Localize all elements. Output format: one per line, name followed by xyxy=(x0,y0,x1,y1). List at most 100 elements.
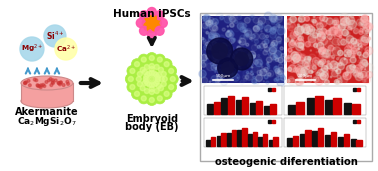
Circle shape xyxy=(141,71,152,82)
Circle shape xyxy=(229,38,235,43)
Circle shape xyxy=(349,41,356,48)
Circle shape xyxy=(237,77,238,78)
Circle shape xyxy=(207,38,233,64)
Circle shape xyxy=(214,63,217,65)
Circle shape xyxy=(266,81,269,84)
Circle shape xyxy=(202,17,203,19)
Circle shape xyxy=(202,27,208,32)
Circle shape xyxy=(364,16,368,20)
Circle shape xyxy=(253,26,258,31)
Circle shape xyxy=(209,17,214,23)
Circle shape xyxy=(296,34,301,38)
Circle shape xyxy=(144,64,149,69)
Circle shape xyxy=(345,55,347,56)
Circle shape xyxy=(301,66,306,70)
Circle shape xyxy=(279,41,281,44)
Circle shape xyxy=(230,15,237,22)
Circle shape xyxy=(149,70,154,76)
Circle shape xyxy=(144,68,155,79)
Circle shape xyxy=(153,72,158,77)
Circle shape xyxy=(316,51,318,53)
Circle shape xyxy=(204,45,208,50)
Bar xyxy=(344,103,351,114)
Circle shape xyxy=(229,30,232,34)
Circle shape xyxy=(279,58,286,65)
Circle shape xyxy=(164,91,169,96)
Circle shape xyxy=(298,18,302,22)
Circle shape xyxy=(251,45,257,51)
Circle shape xyxy=(215,60,222,67)
Bar xyxy=(344,134,349,146)
Circle shape xyxy=(347,26,350,28)
Circle shape xyxy=(149,63,154,69)
Circle shape xyxy=(164,62,169,67)
Circle shape xyxy=(220,37,221,38)
Circle shape xyxy=(153,81,158,86)
Circle shape xyxy=(255,59,263,67)
Circle shape xyxy=(157,57,162,62)
Circle shape xyxy=(350,71,352,73)
Circle shape xyxy=(271,42,275,46)
Circle shape xyxy=(335,64,336,65)
Text: 500μm: 500μm xyxy=(216,74,231,78)
Circle shape xyxy=(289,41,295,48)
Circle shape xyxy=(322,36,325,39)
Circle shape xyxy=(150,78,161,89)
Circle shape xyxy=(271,18,276,23)
Circle shape xyxy=(278,74,284,80)
Circle shape xyxy=(207,15,211,19)
Circle shape xyxy=(296,43,304,51)
Circle shape xyxy=(338,61,343,66)
Circle shape xyxy=(308,35,316,43)
Circle shape xyxy=(151,62,162,73)
Circle shape xyxy=(314,41,322,49)
Circle shape xyxy=(361,19,362,20)
Circle shape xyxy=(55,38,77,60)
Circle shape xyxy=(147,82,152,87)
Circle shape xyxy=(271,21,275,25)
Circle shape xyxy=(273,58,276,62)
Circle shape xyxy=(51,81,54,84)
Circle shape xyxy=(223,42,224,44)
Circle shape xyxy=(142,69,147,75)
Circle shape xyxy=(239,41,241,43)
Circle shape xyxy=(253,55,256,58)
Circle shape xyxy=(345,18,350,23)
Circle shape xyxy=(246,54,254,61)
Circle shape xyxy=(294,26,304,35)
Circle shape xyxy=(340,58,348,65)
Circle shape xyxy=(358,60,361,63)
Circle shape xyxy=(339,23,345,30)
Bar xyxy=(264,106,270,114)
Circle shape xyxy=(326,30,331,35)
Circle shape xyxy=(139,11,149,20)
Circle shape xyxy=(266,50,268,52)
Circle shape xyxy=(243,50,250,57)
Circle shape xyxy=(327,50,328,52)
Bar xyxy=(258,137,263,146)
Circle shape xyxy=(239,37,242,39)
Text: osteogenic diferentiation: osteogenic diferentiation xyxy=(215,157,358,167)
Circle shape xyxy=(251,71,252,72)
Circle shape xyxy=(230,61,237,68)
Circle shape xyxy=(324,66,328,69)
Circle shape xyxy=(348,20,356,29)
Circle shape xyxy=(243,30,246,33)
Circle shape xyxy=(263,35,267,39)
Circle shape xyxy=(269,47,276,54)
Circle shape xyxy=(295,39,304,48)
Circle shape xyxy=(252,67,253,68)
Circle shape xyxy=(137,71,142,77)
Circle shape xyxy=(169,84,174,90)
Circle shape xyxy=(235,67,237,69)
Circle shape xyxy=(209,34,214,39)
Circle shape xyxy=(217,75,223,80)
Circle shape xyxy=(361,60,367,66)
Circle shape xyxy=(294,58,299,63)
Circle shape xyxy=(227,26,228,27)
Circle shape xyxy=(323,49,331,57)
FancyBboxPatch shape xyxy=(200,13,372,161)
Circle shape xyxy=(251,16,253,18)
Circle shape xyxy=(364,69,366,70)
Circle shape xyxy=(348,26,352,30)
